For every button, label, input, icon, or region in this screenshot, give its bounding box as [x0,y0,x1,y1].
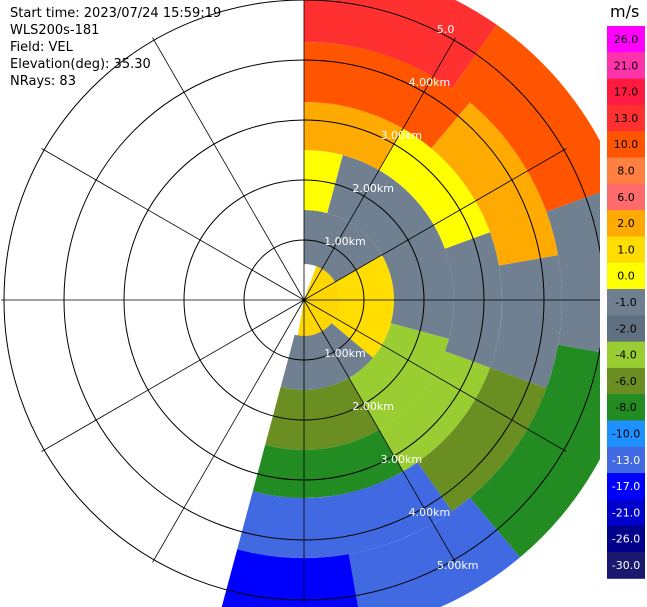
azimuth-spoke-120 [303,299,567,452]
range-label-lower: 3.00km [381,453,423,466]
range-labels: 1.00km 2.00km 3.00km 4.00km 5.0 1.00km 2.00km 3… [324,23,478,572]
colorbar-tick-label: 13.0 [614,112,639,125]
colorbar-tick-label: -17.0 [612,480,640,493]
colorbar-box [607,367,645,395]
colorbar-box [607,157,645,185]
range-label-lower: 5.00km [437,559,479,572]
range-label-upper: 1.00km [324,235,366,248]
colorbar-tick-label: -2.0 [615,322,636,335]
colorbar-box [607,394,645,421]
velocity-sector-21 [469,344,600,558]
velocity-sectors [221,0,600,607]
colorbar-box [607,26,645,53]
azimuth-spoke-30 [303,37,456,301]
azimuth-spoke-60 [303,148,567,301]
colorbar-tick-label: 8.0 [617,165,635,178]
colorbar-box [607,446,645,474]
velocity-sector-16 [417,367,547,512]
colorbar-tick-label: 0.0 [617,270,635,283]
colorbar-tick-label: 6.0 [617,191,635,204]
colorbar-box [607,52,645,80]
velocity-sector-1 [304,210,382,282]
colorbar-tick-label: -26.0 [612,533,640,546]
colorbar-tick-label: 2.0 [617,217,635,230]
range-label-upper: 3.00km [381,129,423,142]
colorbar-box [607,236,645,264]
colorbar-tick-label: -6.0 [615,375,636,388]
azimuth-spoke-150 [303,299,456,563]
colorbar-tick-label: -4.0 [615,349,636,362]
colorbar-tick-label: 17.0 [614,86,639,99]
velocity-sector-11 [379,351,491,472]
colorbar-tick-label: 21.0 [614,59,639,72]
colorbar-box [607,210,645,237]
colorbar-tick-label: -10.0 [612,428,640,441]
field-name: Field: VEL [10,40,73,55]
range-label-upper: 4.00km [409,76,451,89]
range-label-upper: 5.0 [437,23,455,36]
colorbar-box [607,552,645,579]
velocity-sector-6 [349,323,449,430]
velocity-sector-0 [297,266,341,336]
range-label-lower: 2.00km [352,400,394,413]
range-label-lower: 1.00km [324,347,366,360]
colorbar-tick-label: -1.0 [615,296,636,309]
colorbar-box [607,341,645,369]
velocity-sector-9 [379,128,491,249]
colorbar-tick-label: 26.0 [614,33,639,46]
velocity-sector-13 [304,42,470,149]
elevation: Elevation(deg): 35.30 [10,57,151,72]
azimuth-spoke-240 [41,299,305,452]
velocity-sector-7 [265,377,379,451]
colorbar-ticks: 26.0 21.0 17.0 13.0 10.0 8.0 6.0 2.0 1.0 0.0 -1.0 -… [612,33,640,572]
instrument: WLS200s-181 [10,23,100,38]
colorbar-box [607,315,645,343]
colorbar-unit: m/s [610,2,639,21]
velocity-sector-5 [327,155,454,339]
nrays: NRays: 83 [10,74,76,89]
colorbar-box [607,499,645,527]
colorbar-tick-label: -30.0 [612,559,640,572]
colorbar-box [607,131,645,158]
colorbar-box [607,525,645,553]
colorbar-boxes [607,26,645,579]
velocity-sector-12 [252,429,403,498]
colorbar-box [607,289,645,316]
range-label-lower: 4.00km [409,506,451,519]
start-time: Start time: 2023/07/24 15:59:19 [10,6,222,21]
colorbar-box [607,473,645,500]
colorbar-box [607,420,645,448]
velocity-sector-8 [304,102,403,171]
radar-ppi-plot: 1.00km 2.00km 3.00km 4.00km 5.0 1.00km 2.00km 3… [1,0,600,607]
velocity-sector-18 [304,0,497,89]
colorbar-box [607,78,645,106]
velocity-sector-20 [546,192,600,353]
colorbar-box [607,183,645,211]
range-label-upper: 2.00km [352,182,394,195]
velocity-sector-17 [237,462,452,558]
colorbar-tick-label: 10.0 [614,138,639,151]
colorbar-box [607,262,645,290]
colorbar-tick-label: -13.0 [612,454,640,467]
velocity-sector-23 [221,549,359,607]
colorbar-tick-label: 1.0 [617,243,635,256]
colorbar-box [607,104,645,132]
azimuth-spoke-300 [41,148,305,301]
azimuth-spoke-210 [152,299,305,563]
velocity-sector-14 [431,102,559,266]
velocity-sector-22 [348,497,520,607]
azimuth-spoke-330 [152,37,305,301]
velocity-sector-2 [331,255,395,358]
colorbar-tick-label: -21.0 [612,506,640,519]
colorbar-tick-label: -8.0 [615,401,636,414]
velocity-sector-19 [451,24,600,212]
azimuth-spokes [1,0,600,603]
